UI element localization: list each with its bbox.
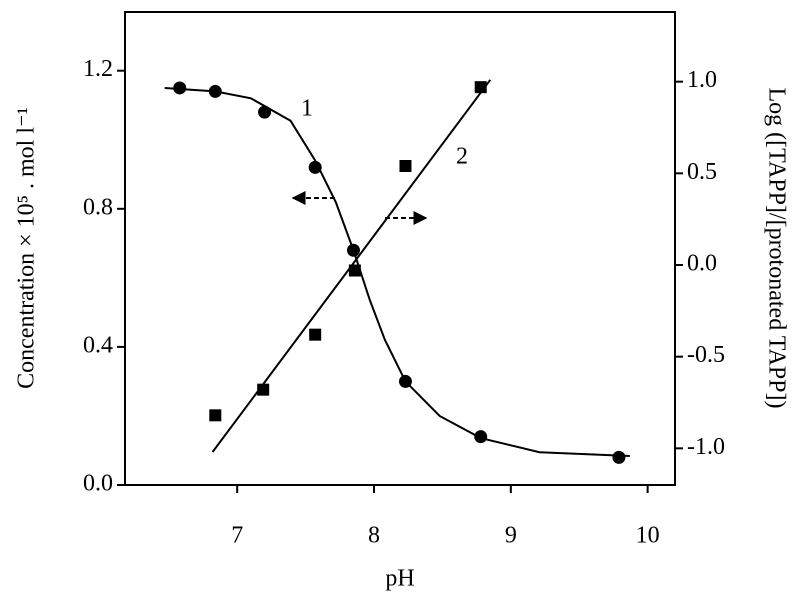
y2-axis-label: Log ([TAPP]/[protonated TAPP])	[763, 87, 789, 408]
plot-frame	[124, 11, 676, 486]
y2-tick-label: -1.0	[687, 434, 725, 460]
y-tick-label: 1.2	[83, 56, 113, 82]
data-point	[399, 160, 412, 172]
data-point	[308, 160, 322, 174]
y-tick-label: 0.8	[83, 194, 113, 220]
data-point	[474, 430, 488, 444]
x-tick-label: 10	[636, 523, 660, 549]
y2-tick-label: -0.5	[687, 342, 725, 368]
y-axis-label: Concentration × 10⁵ . mol l⁻¹	[14, 107, 40, 389]
series-label: 1	[301, 96, 313, 122]
data-point	[173, 81, 187, 95]
series-label: 2	[456, 144, 468, 170]
data-point	[209, 409, 222, 422]
x-tick-label: 7	[231, 523, 243, 549]
x-axis-label: pH	[385, 566, 414, 592]
y2-tick-label: 0.5	[687, 159, 717, 185]
data-point	[348, 264, 361, 277]
x-tick-label: 9	[505, 523, 517, 549]
data-point	[309, 328, 322, 341]
data-point	[257, 383, 270, 396]
y-tick-label: 0.0	[83, 471, 113, 497]
y2-tick-label: 0.0	[687, 251, 717, 277]
data-point	[258, 105, 272, 119]
data-point	[398, 374, 412, 388]
x-tick-label: 8	[368, 523, 380, 549]
data-point	[612, 450, 626, 464]
y2-tick-label: 1.0	[687, 67, 717, 93]
data-point	[208, 84, 222, 98]
y-tick-label: 0.4	[83, 332, 113, 358]
data-point	[474, 81, 487, 94]
fit-line	[164, 86, 630, 457]
data-point	[346, 243, 360, 257]
